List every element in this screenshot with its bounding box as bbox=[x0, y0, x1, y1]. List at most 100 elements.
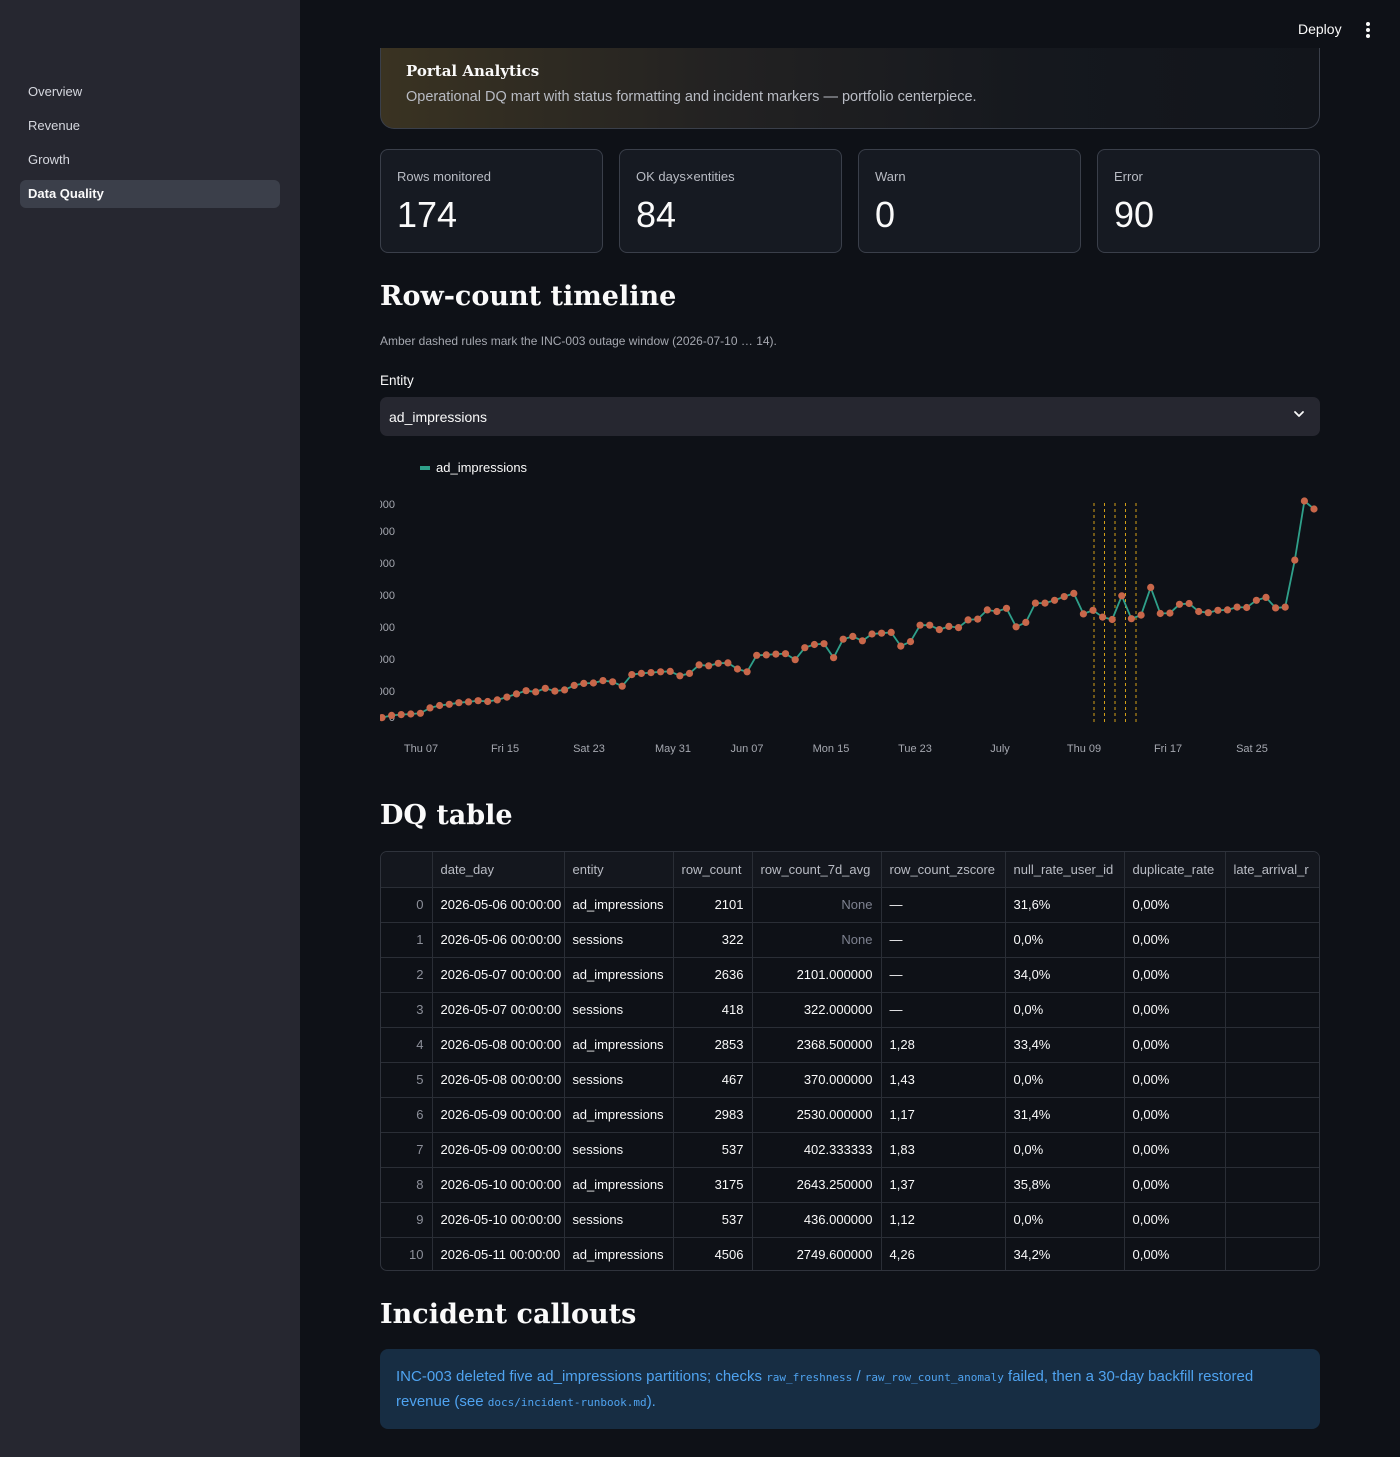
data-point bbox=[541, 684, 549, 692]
data-point bbox=[801, 644, 809, 652]
x-tick-label: Thu 09 bbox=[1067, 743, 1101, 755]
entity-select[interactable]: ad_impressions bbox=[380, 397, 1320, 436]
data-point bbox=[983, 606, 991, 614]
data-point bbox=[772, 650, 780, 658]
table-row[interactable]: 9 2026-05-10 00:00:00 sessions 537 436.00000… bbox=[381, 1202, 1319, 1238]
data-point bbox=[906, 638, 915, 646]
metric-rows-monitored: Rows monitored 174 bbox=[380, 149, 603, 253]
x-tick-label: Sat 25 bbox=[1236, 743, 1268, 755]
data-point bbox=[830, 654, 838, 662]
dq-table[interactable]: date_day entity row_count row_count_7d_avg r… bbox=[380, 851, 1320, 1271]
table-cell-row-count-zscore: 1,37 bbox=[881, 1167, 1006, 1203]
table-cell-date-day: 2026-05-09 00:00:00 bbox=[432, 1132, 565, 1168]
table-cell-null-rate-user-id: 31,4% bbox=[1005, 1097, 1125, 1133]
table-row[interactable]: 1 2026-05-06 00:00:00 sessions 322 None —0,0%… bbox=[381, 922, 1319, 958]
table-cell-late-arrival-r: 0.000 bbox=[1225, 1062, 1319, 1098]
table-cell-row-count: 418 bbox=[673, 992, 753, 1028]
table-cell-date-day: 2026-05-08 00:00:00 bbox=[432, 1062, 565, 1098]
entity-select-label: Entity bbox=[380, 373, 414, 388]
column-header-index[interactable] bbox=[381, 852, 433, 888]
table-row[interactable]: 7 2026-05-09 00:00:00 sessions 537 402.33333… bbox=[381, 1132, 1319, 1168]
table-cell-date-day: 2026-05-08 00:00:00 bbox=[432, 1027, 565, 1063]
data-point bbox=[1291, 556, 1299, 564]
x-tick-label: Tue 23 bbox=[898, 743, 932, 755]
table-row[interactable]: 3 2026-05-07 00:00:00 sessions 418 322.00000… bbox=[381, 992, 1319, 1028]
data-point bbox=[1166, 609, 1174, 617]
table-cell-date-day: 2026-05-11 00:00:00 bbox=[432, 1237, 565, 1270]
table-cell-date-day: 2026-05-09 00:00:00 bbox=[432, 1097, 565, 1133]
table-cell-late-arrival-r: 0.000 bbox=[1225, 1097, 1319, 1133]
table-cell-null-rate-user-id: 33,4% bbox=[1005, 1027, 1125, 1063]
table-cell-row-count-zscore: 4,26 bbox=[881, 1237, 1006, 1270]
column-header-row-count-7d-avg[interactable]: row_count_7d_avg bbox=[752, 852, 882, 888]
data-point bbox=[849, 632, 857, 640]
sidebar-item-growth[interactable]: Growth bbox=[28, 152, 70, 167]
column-header-date-day[interactable]: date_day bbox=[432, 852, 565, 888]
data-point bbox=[618, 682, 626, 690]
table-cell-row-count: 322 bbox=[673, 922, 753, 958]
data-point bbox=[705, 662, 713, 670]
table-cell-duplicate-rate: 0,00% bbox=[1124, 1097, 1226, 1133]
metric-warn: Warn 0 bbox=[858, 149, 1081, 253]
table-cell-row-count-7d-avg: 2368.500000 bbox=[752, 1027, 882, 1063]
table-cell-date-day: 2026-05-06 00:00:00 bbox=[432, 922, 565, 958]
data-point bbox=[609, 678, 617, 686]
data-point bbox=[1099, 613, 1107, 621]
data-point bbox=[954, 624, 963, 632]
table-cell-row-count: 2101 bbox=[673, 887, 753, 923]
column-header-late-arrival-r[interactable]: late_arrival_r bbox=[1225, 852, 1319, 888]
table-row[interactable]: 10 2026-05-11 00:00:00 ad_impressions 4506 2… bbox=[381, 1237, 1319, 1270]
table-cell-row-count-7d-avg: 436.000000 bbox=[752, 1202, 882, 1238]
data-point bbox=[397, 711, 405, 719]
incident-callout-text: INC-003 deleted five ad_impressions part… bbox=[396, 1365, 1296, 1415]
table-row[interactable]: 6 2026-05-09 00:00:00 ad_impressions 2983 25… bbox=[381, 1097, 1319, 1133]
data-point bbox=[1272, 604, 1280, 612]
hero-title: Portal Analytics bbox=[406, 62, 540, 80]
code-raw-freshness: raw_freshness bbox=[766, 1371, 853, 1384]
kebab-menu-icon[interactable] bbox=[1359, 20, 1377, 40]
table-cell-late-arrival-r: 0.000 bbox=[1225, 1167, 1319, 1203]
data-point bbox=[436, 701, 444, 710]
hero-subtitle: Operational DQ mart with status formatti… bbox=[406, 89, 977, 105]
table-cell-late-arrival-r: 0.000 bbox=[1225, 1237, 1319, 1270]
table-row[interactable]: 4 2026-05-08 00:00:00 ad_impressions 2853 23… bbox=[381, 1027, 1319, 1063]
table-cell-row-count: 2983 bbox=[673, 1097, 753, 1133]
data-point bbox=[1281, 603, 1289, 611]
data-point bbox=[1127, 615, 1135, 623]
table-cell-duplicate-rate: 0,00% bbox=[1124, 992, 1226, 1028]
data-point bbox=[1022, 618, 1030, 626]
table-cell-null-rate-user-id: 0,0% bbox=[1005, 992, 1125, 1028]
timeline-caption: Amber dashed rules mark the INC-003 outa… bbox=[380, 334, 777, 348]
sidebar-item-revenue[interactable]: Revenue bbox=[28, 118, 81, 133]
column-header-row-count-zscore[interactable]: row_count_zscore bbox=[881, 852, 1006, 888]
data-point bbox=[887, 628, 895, 636]
legend-label: ad_impressions bbox=[436, 460, 528, 475]
table-row[interactable]: 5 2026-05-08 00:00:00 sessions 467 370.00000… bbox=[381, 1062, 1319, 1098]
sidebar-item-data-quality[interactable]: Data Quality bbox=[20, 180, 280, 208]
data-point bbox=[1041, 599, 1049, 607]
data-point bbox=[637, 669, 645, 677]
table-cell-entity: ad_impressions bbox=[564, 1027, 674, 1063]
data-point bbox=[1108, 615, 1116, 624]
table-cell-late-arrival-r: 0.000 bbox=[1225, 1132, 1319, 1168]
table-row[interactable]: 8 2026-05-10 00:00:00 ad_impressions 3175 26… bbox=[381, 1167, 1319, 1203]
data-point bbox=[1185, 599, 1193, 608]
data-point bbox=[1031, 599, 1039, 607]
sidebar-item-overview[interactable]: Overview bbox=[28, 84, 83, 99]
deploy-button[interactable]: Deploy bbox=[1298, 21, 1342, 37]
data-point bbox=[1051, 596, 1059, 604]
legend-swatch bbox=[420, 466, 430, 470]
table-cell-date-day: 2026-05-07 00:00:00 bbox=[432, 992, 565, 1028]
table-cell-null-rate-user-id: 0,0% bbox=[1005, 1062, 1125, 1098]
column-header-row-count[interactable]: row_count bbox=[673, 852, 753, 888]
table-row[interactable]: 0 2026-05-06 00:00:00 ad_impressions 2101 No… bbox=[381, 887, 1319, 923]
data-point bbox=[926, 621, 934, 629]
metric-error: Error 90 bbox=[1097, 149, 1320, 253]
table-row[interactable]: 2 2026-05-07 00:00:00 ad_impressions 2636 21… bbox=[381, 957, 1319, 993]
column-header-entity[interactable]: entity bbox=[564, 852, 674, 888]
column-header-duplicate-rate[interactable]: duplicate_rate bbox=[1124, 852, 1226, 888]
data-point bbox=[897, 642, 905, 650]
table-cell-late-arrival-r: 0.000 bbox=[1225, 957, 1319, 993]
column-header-null-rate-user-id[interactable]: null_rate_user_id bbox=[1005, 852, 1125, 888]
table-cell-row-count: 3175 bbox=[673, 1167, 753, 1203]
